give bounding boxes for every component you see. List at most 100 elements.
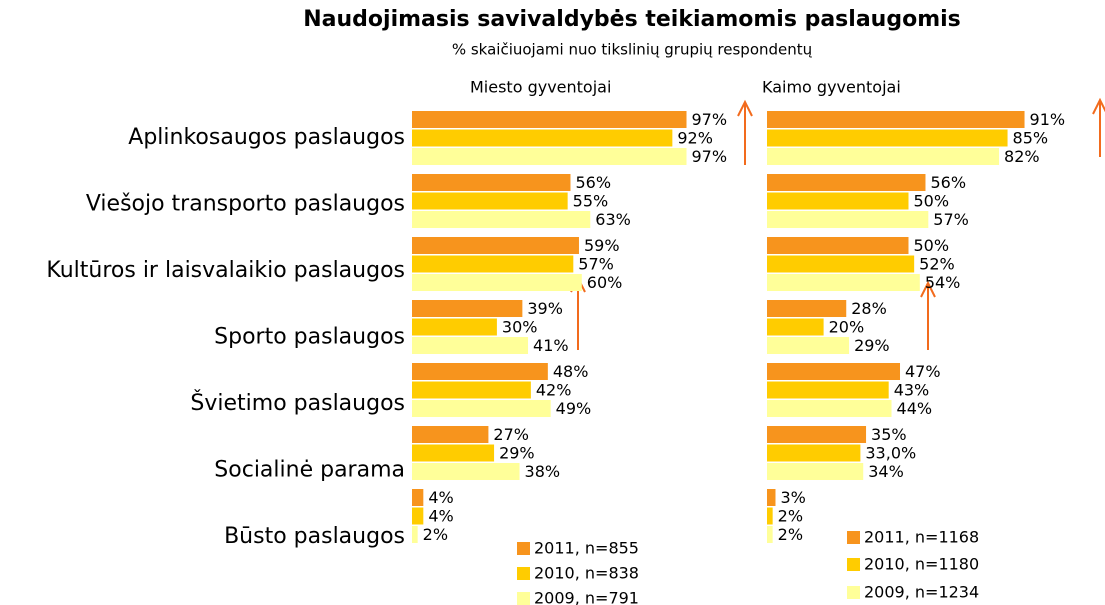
bar xyxy=(767,400,892,417)
data-label: 50% xyxy=(914,236,950,255)
bar xyxy=(767,255,915,273)
legend-swatch xyxy=(847,558,860,571)
bar xyxy=(767,426,867,443)
data-label: 54% xyxy=(925,273,961,292)
category-label: Aplinkosaugos paslaugos xyxy=(128,125,405,150)
bar xyxy=(767,174,926,191)
category-label: Sporto paslaugos xyxy=(214,325,405,350)
bar xyxy=(412,174,571,191)
data-label: 60% xyxy=(587,273,623,292)
bar xyxy=(767,507,773,525)
data-label: 97% xyxy=(692,110,728,129)
category-label: Švietimo paslaugos xyxy=(190,390,405,416)
bar xyxy=(412,337,529,354)
bar xyxy=(412,526,418,543)
data-label: 20% xyxy=(829,318,865,337)
bar xyxy=(412,148,687,165)
data-label: 91% xyxy=(1030,110,1066,129)
bar xyxy=(412,426,489,443)
bar xyxy=(412,192,568,210)
bar xyxy=(767,192,909,210)
bar xyxy=(412,363,548,380)
bar xyxy=(412,111,687,128)
bar xyxy=(767,237,909,254)
data-label: 57% xyxy=(578,255,614,274)
data-label: 2% xyxy=(778,525,803,544)
bar xyxy=(412,211,591,228)
bar xyxy=(767,148,1000,165)
data-label: 33,0% xyxy=(865,444,916,463)
bar xyxy=(412,463,520,480)
bar xyxy=(767,300,847,317)
bar xyxy=(767,526,773,543)
bar xyxy=(767,129,1008,147)
data-label: 50% xyxy=(914,192,950,211)
legend-swatch xyxy=(847,586,860,599)
data-label: 97% xyxy=(692,147,728,166)
bar xyxy=(767,211,929,228)
data-label: 82% xyxy=(1004,147,1040,166)
panel-title: Kaimo gyventojai xyxy=(762,78,901,97)
bar xyxy=(767,381,889,399)
data-label: 49% xyxy=(556,399,592,418)
bar xyxy=(412,129,673,147)
bar xyxy=(767,444,861,462)
legend-label: 2009, n=1234 xyxy=(864,583,979,602)
data-label: 41% xyxy=(533,336,569,355)
data-label: 92% xyxy=(677,129,713,148)
category-label: Socialinė parama xyxy=(214,458,405,483)
panel-title: Miesto gyventojai xyxy=(470,78,611,97)
bar xyxy=(767,111,1025,128)
category-label: Kultūros ir laisvalaikio paslaugos xyxy=(46,258,405,283)
data-label: 4% xyxy=(428,507,453,526)
bar xyxy=(412,507,424,525)
data-label: 56% xyxy=(575,173,611,192)
legend-swatch xyxy=(517,567,530,580)
data-label: 4% xyxy=(428,488,453,507)
legend-label: 2009, n=791 xyxy=(534,589,639,605)
data-label: 44% xyxy=(897,399,933,418)
data-label: 3% xyxy=(780,488,805,507)
legend-label: 2011, n=855 xyxy=(534,539,639,558)
legend-label: 2010, n=1180 xyxy=(864,555,979,574)
bar xyxy=(412,444,495,462)
data-label: 43% xyxy=(894,381,930,400)
bar xyxy=(767,318,824,336)
data-label: 29% xyxy=(854,336,890,355)
data-label: 57% xyxy=(933,210,969,229)
bar xyxy=(412,318,497,336)
category-label: Būsto paslaugos xyxy=(224,524,405,549)
bar xyxy=(767,274,920,291)
data-label: 34% xyxy=(868,462,904,481)
bar xyxy=(412,237,579,254)
data-label: 47% xyxy=(905,362,941,381)
bar xyxy=(412,274,582,291)
data-label: 30% xyxy=(502,318,538,337)
arrow xyxy=(1092,97,1105,157)
data-label: 39% xyxy=(527,299,563,318)
data-label: 85% xyxy=(1013,129,1049,148)
data-label: 48% xyxy=(553,362,589,381)
bar xyxy=(767,363,901,380)
bar xyxy=(767,337,850,354)
data-label: 28% xyxy=(851,299,887,318)
legend-label: 2010, n=838 xyxy=(534,564,639,583)
data-label: 38% xyxy=(525,462,561,481)
legend-swatch xyxy=(517,592,530,605)
data-label: 63% xyxy=(595,210,631,229)
legend-label: 2011, n=1168 xyxy=(864,528,979,547)
bar xyxy=(767,489,776,506)
data-label: 29% xyxy=(499,444,535,463)
data-label: 27% xyxy=(493,425,529,444)
bar xyxy=(412,489,424,506)
data-label: 2% xyxy=(778,507,803,526)
chart-title: Naudojimasis savivaldybės teikiamomis pa… xyxy=(303,7,961,32)
arrow xyxy=(737,99,753,165)
bar xyxy=(412,400,551,417)
data-label: 2% xyxy=(423,525,448,544)
data-label: 56% xyxy=(930,173,966,192)
data-label: 55% xyxy=(573,192,609,211)
data-label: 52% xyxy=(919,255,955,274)
legend-swatch xyxy=(517,542,530,555)
